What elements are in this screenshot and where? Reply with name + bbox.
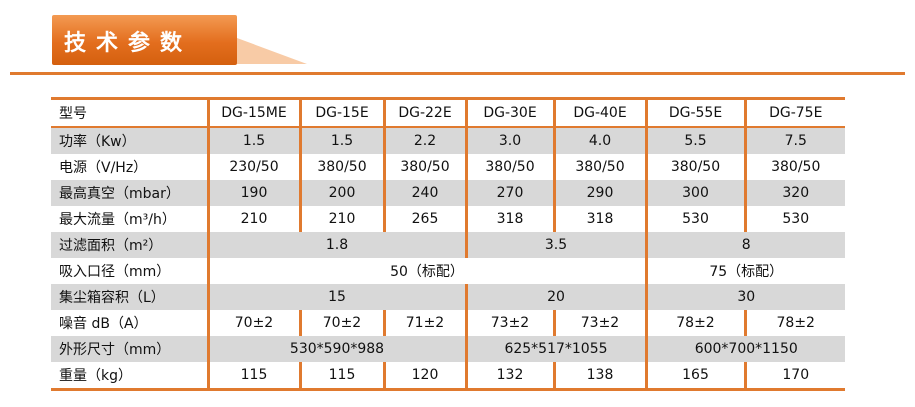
value-cell: 190	[206, 180, 300, 206]
value-cell: 70±2	[298, 310, 384, 336]
table-row-noise: 噪音 dB（A） 70±2 70±2 71±2 73±2 73±2 78±2 7…	[51, 310, 845, 336]
value-cell: 73±2	[464, 310, 554, 336]
model-cell: DG-75E	[743, 97, 845, 128]
model-cell: DG-40E	[552, 97, 646, 128]
value-cell: 380/50	[464, 154, 554, 180]
value-cell: 50（标配）	[206, 258, 646, 284]
value-cell: 230/50	[206, 154, 300, 180]
value-cell: 78±2	[743, 310, 845, 336]
value-cell: 1.5	[206, 127, 300, 154]
model-cell: DG-55E	[644, 97, 745, 128]
value-cell: 8	[644, 232, 845, 258]
value-cell: 75（标配）	[644, 258, 845, 284]
value-cell: 600*700*1150	[644, 336, 845, 362]
value-cell: 70±2	[206, 310, 300, 336]
spec-table: 型号 DG-15ME DG-15E DG-22E DG-30E DG-40E D…	[51, 97, 845, 391]
table-row-inlet: 吸入口径（mm） 50（标配） 75（标配）	[51, 258, 845, 284]
table-row-size: 外形尺寸（mm） 530*590*988 625*517*1055 600*70…	[51, 336, 845, 362]
value-cell: 115	[206, 362, 300, 391]
value-cell: 290	[552, 180, 646, 206]
section-tab-tail	[237, 38, 307, 64]
table-row-bin: 集尘箱容积（L） 15 20 30	[51, 284, 845, 310]
table-row-flow: 最大流量（m³/h） 210 210 265 318 318 530 530	[51, 206, 845, 232]
value-cell: 4.0	[552, 127, 646, 154]
table-row-vacuum: 最高真空（mbar） 190 200 240 270 290 300 320	[51, 180, 845, 206]
value-cell: 7.5	[743, 127, 845, 154]
value-cell: 320	[743, 180, 845, 206]
row-label: 重量（kg）	[51, 362, 208, 391]
value-cell: 30	[644, 284, 845, 310]
table-row-weight: 重量（kg） 115 115 120 132 138 165 170	[51, 362, 845, 391]
model-cell: DG-22E	[382, 97, 466, 128]
value-cell: 78±2	[644, 310, 745, 336]
value-cell: 3.5	[464, 232, 646, 258]
value-cell: 210	[298, 206, 384, 232]
row-label: 功率（Kw）	[51, 127, 208, 154]
value-cell: 240	[382, 180, 466, 206]
value-cell: 380/50	[552, 154, 646, 180]
row-label: 外形尺寸（mm）	[51, 336, 208, 362]
table-row-supply: 电源（V/Hz） 230/50 380/50 380/50 380/50 380…	[51, 154, 845, 180]
value-cell: 530	[743, 206, 845, 232]
row-label: 最高真空（mbar）	[51, 180, 208, 206]
table-row-filter: 过滤面积（m²） 1.8 3.5 8	[51, 232, 845, 258]
value-cell: 530	[644, 206, 745, 232]
value-cell: 71±2	[382, 310, 466, 336]
value-cell: 5.5	[644, 127, 745, 154]
row-label: 最大流量（m³/h）	[51, 206, 208, 232]
value-cell: 625*517*1055	[464, 336, 646, 362]
value-cell: 200	[298, 180, 384, 206]
value-cell: 165	[644, 362, 745, 391]
value-cell: 300	[644, 180, 745, 206]
section-tab	[52, 15, 237, 65]
value-cell: 1.8	[206, 232, 466, 258]
value-cell: 132	[464, 362, 554, 391]
table-row-power: 功率（Kw） 1.5 1.5 2.2 3.0 4.0 5.5 7.5	[51, 127, 845, 154]
row-label: 吸入口径（mm）	[51, 258, 208, 284]
model-cell: DG-30E	[464, 97, 554, 128]
value-cell: 138	[552, 362, 646, 391]
value-cell: 318	[464, 206, 554, 232]
row-label: 电源（V/Hz）	[51, 154, 208, 180]
table-header-row: 型号 DG-15ME DG-15E DG-22E DG-30E DG-40E D…	[51, 97, 845, 128]
value-cell: 530*590*988	[206, 336, 466, 362]
model-cell: DG-15E	[298, 97, 384, 128]
row-label: 型号	[51, 97, 208, 128]
model-cell: DG-15ME	[206, 97, 300, 128]
row-label: 集尘箱容积（L）	[51, 284, 208, 310]
value-cell: 20	[464, 284, 646, 310]
value-cell: 318	[552, 206, 646, 232]
header-divider	[10, 72, 905, 75]
value-cell: 270	[464, 180, 554, 206]
row-label: 过滤面积（m²）	[51, 232, 208, 258]
value-cell: 2.2	[382, 127, 466, 154]
value-cell: 15	[206, 284, 466, 310]
value-cell: 3.0	[464, 127, 554, 154]
value-cell: 265	[382, 206, 466, 232]
value-cell: 380/50	[743, 154, 845, 180]
value-cell: 170	[743, 362, 845, 391]
value-cell: 115	[298, 362, 384, 391]
value-cell: 210	[206, 206, 300, 232]
section-title: 技术参数	[64, 31, 193, 56]
value-cell: 120	[382, 362, 466, 391]
value-cell: 380/50	[644, 154, 745, 180]
value-cell: 73±2	[552, 310, 646, 336]
value-cell: 380/50	[298, 154, 384, 180]
row-label: 噪音 dB（A）	[51, 310, 208, 336]
value-cell: 380/50	[382, 154, 466, 180]
value-cell: 1.5	[298, 127, 384, 154]
